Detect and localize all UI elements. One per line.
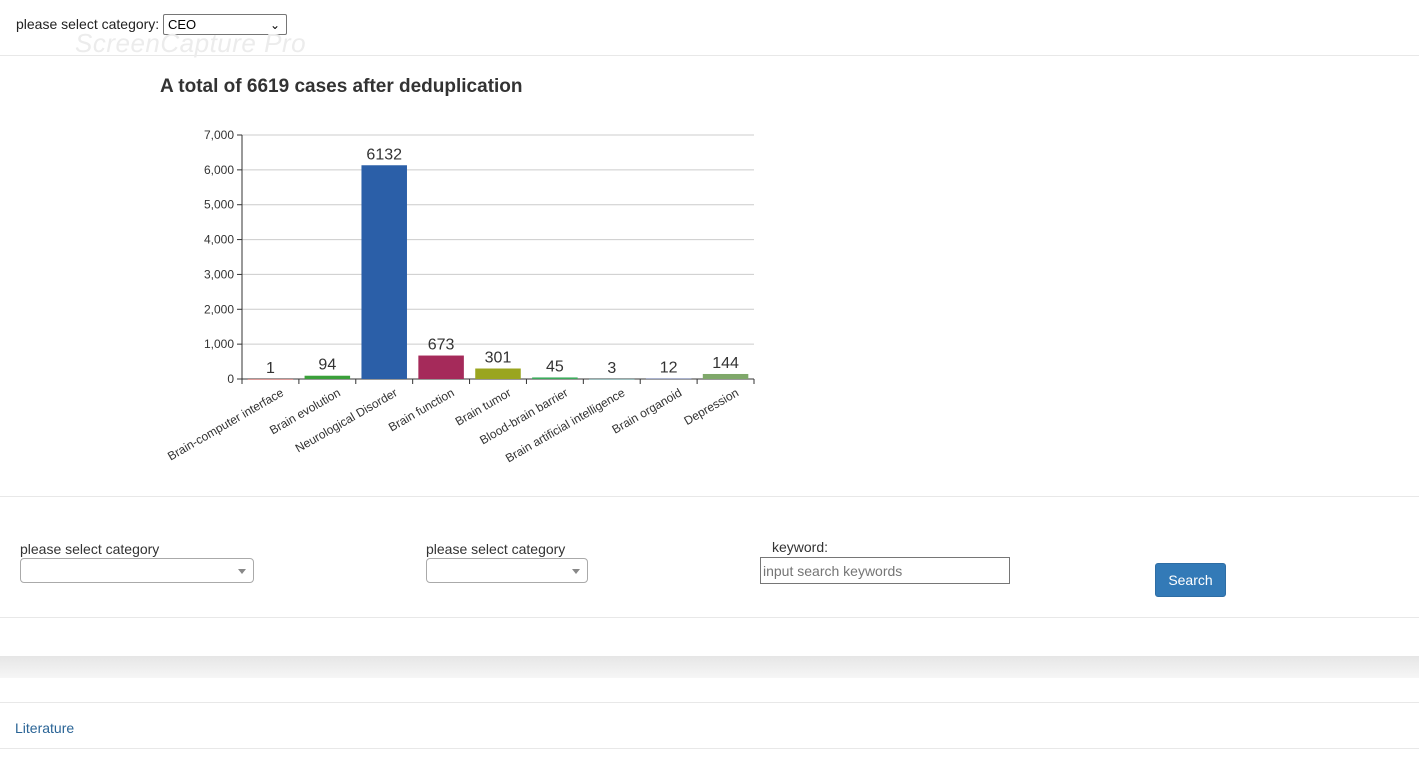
bar-value-label: 3 xyxy=(607,360,616,377)
chart-title: A total of 6619 cases after deduplicatio… xyxy=(160,76,523,97)
caret-down-icon xyxy=(572,569,580,574)
top-bar: please select category: CEO ⌄ xyxy=(0,0,1419,56)
y-tick-label: 6,000 xyxy=(204,163,234,177)
y-tick-label: 5,000 xyxy=(204,198,234,212)
bar-value-label: 94 xyxy=(318,357,336,374)
x-tick-label: Depression xyxy=(681,385,741,427)
bar xyxy=(532,377,578,379)
y-tick-label: 2,000 xyxy=(204,302,234,316)
caret-down-icon xyxy=(238,569,246,574)
divider xyxy=(0,748,1419,749)
watermark: ScreenCapture Pro xyxy=(75,28,307,58)
top-category-select[interactable]: CEO ⌄ xyxy=(163,14,287,35)
bar-value-label: 144 xyxy=(712,355,739,372)
bar-value-label: 673 xyxy=(428,337,455,354)
bar-value-label: 12 xyxy=(660,360,678,377)
category1-select[interactable] xyxy=(20,558,254,583)
y-tick-label: 3,000 xyxy=(204,267,234,281)
category2-label: please select category xyxy=(426,541,566,557)
bar-value-label: 1 xyxy=(266,360,275,377)
category1-label: please select category xyxy=(20,541,160,557)
divider xyxy=(0,617,1419,618)
shade-band xyxy=(0,656,1419,678)
bar xyxy=(247,378,294,380)
top-category-value: CEO xyxy=(168,17,197,32)
bar xyxy=(361,165,407,379)
keyword-label: keyword: xyxy=(772,539,829,555)
divider xyxy=(0,702,1419,703)
bar-chart: 01,0002,0003,0004,0005,0006,0007,0001Bra… xyxy=(165,128,755,465)
bar xyxy=(589,378,635,380)
y-tick-label: 4,000 xyxy=(204,233,234,247)
top-category-label: please select category: xyxy=(16,16,160,32)
bar xyxy=(475,368,521,379)
bar xyxy=(645,378,692,380)
y-tick-label: 0 xyxy=(227,372,234,386)
x-tick-label: Neurological Disorder xyxy=(293,385,400,455)
bar xyxy=(304,375,351,379)
bar-value-label: 45 xyxy=(546,358,564,375)
bar xyxy=(702,373,749,379)
search-button[interactable]: Search xyxy=(1155,563,1226,597)
y-tick-label: 7,000 xyxy=(204,128,234,142)
chevron-down-icon: ⌄ xyxy=(269,18,280,32)
divider xyxy=(0,496,1419,497)
category2-select[interactable] xyxy=(426,558,588,583)
bar-value-label: 6132 xyxy=(366,146,402,163)
bar-value-label: 301 xyxy=(485,350,512,367)
literature-link[interactable]: Literature xyxy=(15,720,75,736)
bar xyxy=(418,355,464,379)
keyword-input[interactable] xyxy=(760,557,1010,584)
y-tick-label: 1,000 xyxy=(204,337,234,351)
